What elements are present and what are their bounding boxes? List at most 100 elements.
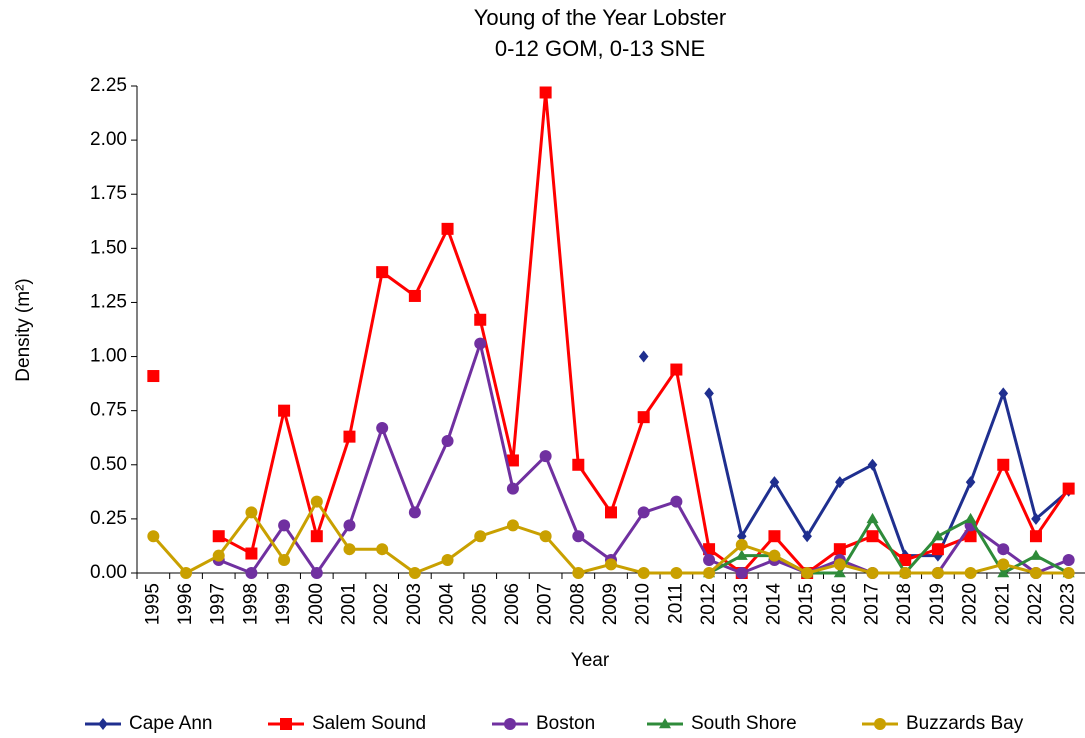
marker	[874, 718, 886, 730]
marker	[506, 482, 519, 495]
marker	[638, 350, 649, 363]
x-tick-label: 2005	[469, 583, 490, 625]
legend-item: Buzzards Bay	[862, 713, 1024, 734]
marker	[867, 458, 878, 471]
marker	[736, 530, 747, 543]
marker	[997, 558, 1010, 571]
marker	[506, 519, 519, 532]
x-tick-label: 2018	[894, 583, 915, 625]
marker	[866, 567, 879, 579]
marker	[147, 530, 160, 543]
marker	[343, 519, 356, 532]
marker	[98, 718, 108, 730]
marker	[572, 530, 585, 543]
marker	[866, 512, 879, 524]
x-tick-label: 2016	[829, 583, 850, 625]
legend-item: South Shore	[647, 713, 797, 734]
marker	[1031, 512, 1041, 525]
marker	[670, 567, 683, 579]
marker	[280, 718, 292, 730]
marker	[376, 266, 389, 279]
legend-label: South Shore	[691, 713, 797, 734]
marker	[539, 530, 552, 543]
x-tick-label: 2022	[1025, 583, 1046, 625]
marker	[637, 506, 650, 519]
marker	[637, 411, 650, 424]
x-tick-label: 2021	[992, 583, 1013, 625]
x-tick-label: 2020	[960, 583, 981, 625]
marker	[997, 458, 1010, 471]
x-tick-label: 2011	[665, 583, 686, 624]
marker	[833, 558, 846, 571]
marker	[703, 567, 716, 579]
x-tick-label: 2008	[567, 583, 588, 625]
y-tick-label: 2.00	[90, 129, 127, 150]
marker	[1029, 530, 1042, 543]
marker	[866, 530, 879, 543]
marker	[376, 543, 389, 556]
marker	[408, 289, 421, 302]
marker	[964, 512, 977, 524]
marker	[931, 567, 944, 579]
x-tick-label: 2003	[404, 583, 425, 625]
x-tick-label: 2006	[502, 583, 523, 625]
marker	[835, 476, 845, 489]
y-tick-label: 0.00	[90, 562, 127, 583]
marker	[802, 530, 812, 543]
marker	[245, 567, 258, 579]
marker	[670, 363, 683, 376]
marker	[964, 530, 977, 543]
marker	[310, 530, 323, 543]
marker	[801, 567, 814, 579]
marker	[245, 547, 258, 560]
marker	[768, 549, 781, 562]
legend-item: Salem Sound	[268, 713, 426, 734]
chart-subtitle: 0-12 GOM, 0-13 SNE	[495, 36, 705, 61]
marker	[408, 506, 421, 519]
marker	[637, 567, 650, 579]
marker	[474, 337, 487, 350]
x-tick-label: 1998	[240, 583, 261, 625]
marker	[147, 370, 160, 383]
marker	[343, 543, 356, 556]
marker	[769, 476, 780, 489]
x-tick-label: 2000	[306, 583, 327, 625]
x-tick-label: 1996	[175, 583, 196, 625]
legend-item: Boston	[492, 713, 595, 734]
marker	[1062, 567, 1075, 579]
x-tick-label: 2015	[796, 583, 817, 625]
x-tick-label: 2019	[927, 583, 948, 625]
marker	[997, 567, 1010, 578]
legend-label: Salem Sound	[312, 713, 426, 734]
x-tick-label: 2009	[600, 583, 621, 625]
marker	[212, 549, 225, 562]
marker	[1029, 549, 1042, 560]
marker	[998, 387, 1009, 400]
marker	[1062, 554, 1075, 567]
marker	[659, 718, 671, 729]
marker	[768, 530, 781, 543]
marker	[278, 519, 291, 532]
series-line	[707, 391, 1070, 558]
chart-title: Young of the Year Lobster	[474, 5, 726, 30]
marker	[376, 421, 389, 434]
marker	[539, 86, 552, 99]
y-tick-label: 1.50	[90, 237, 127, 258]
marker	[964, 567, 977, 579]
marker	[504, 718, 516, 730]
x-tick-label: 2023	[1058, 583, 1079, 625]
marker	[441, 554, 454, 567]
marker	[605, 506, 617, 519]
x-tick-label: 1995	[142, 583, 163, 625]
y-tick-label: 0.25	[90, 508, 127, 529]
marker	[735, 567, 748, 579]
x-tick-label: 2017	[862, 583, 883, 625]
y-axis-label: Density (m²)	[13, 278, 34, 381]
x-tick-label: 1999	[273, 583, 294, 625]
marker	[474, 530, 487, 543]
marker	[833, 567, 846, 578]
marker	[474, 313, 487, 326]
x-tick-label: 2007	[535, 583, 556, 625]
legend-label: Cape Ann	[129, 713, 212, 734]
y-tick-label: 1.25	[90, 291, 127, 312]
